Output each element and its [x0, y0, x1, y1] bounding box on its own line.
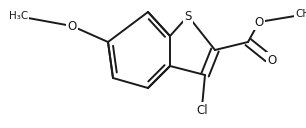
Text: O: O: [67, 19, 76, 33]
Text: S: S: [184, 9, 192, 23]
Text: Cl: Cl: [196, 104, 208, 116]
Text: H₃C: H₃C: [9, 11, 28, 21]
Text: O: O: [254, 15, 264, 29]
Text: CH₃: CH₃: [295, 9, 306, 19]
Text: O: O: [267, 54, 277, 67]
